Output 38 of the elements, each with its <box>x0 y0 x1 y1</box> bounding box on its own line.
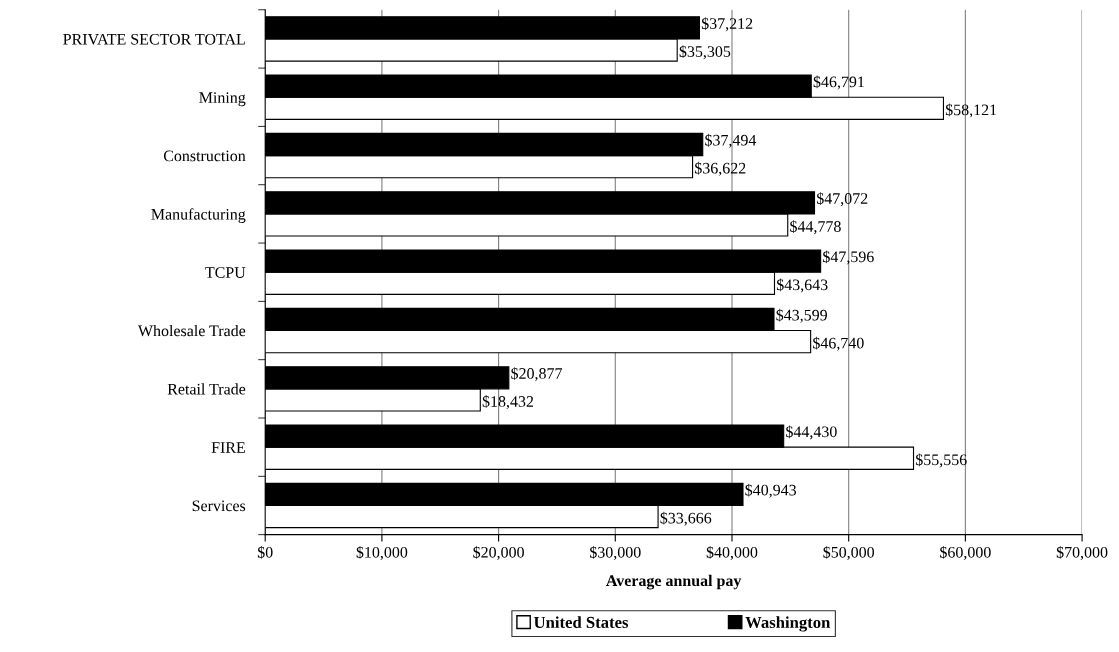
legend-label: Washington <box>745 616 831 632</box>
data-label: $35,305 <box>679 45 731 60</box>
y-tick-label: Services <box>192 500 246 512</box>
data-label: $58,121 <box>945 103 997 118</box>
data-label: $40,943 <box>745 483 797 498</box>
x-tick-label: $60,000 <box>940 545 991 560</box>
data-label: $44,778 <box>790 220 841 235</box>
y-tick-label: Wholesale Trade <box>137 324 246 337</box>
data-label: $18,432 <box>482 395 534 410</box>
data-label: $46,791 <box>813 75 864 90</box>
data-label: $37,212 <box>701 17 753 32</box>
data-label: $43,599 <box>776 308 827 323</box>
y-tick-label: Mining <box>199 92 246 107</box>
data-label: $44,430 <box>786 425 837 440</box>
data-label: $43,643 <box>776 278 828 293</box>
x-tick-label: $10,000 <box>356 545 408 560</box>
x-tick-label: $30,000 <box>590 545 641 560</box>
x-tick-label: $70,000 <box>1056 545 1108 560</box>
y-tick-label: Manufacturing <box>151 208 246 223</box>
data-label: $55,556 <box>915 453 967 468</box>
y-tick-label: FIRE <box>211 442 245 453</box>
data-label: $47,596 <box>823 250 874 265</box>
data-label: $47,072 <box>816 192 868 207</box>
x-tick-label: $40,000 <box>706 545 758 560</box>
legend-label: United States <box>533 616 629 629</box>
y-tick-label: Retail Trade <box>167 383 246 395</box>
y-tick-label: PRIVATE SECTOR TOTAL <box>63 33 245 45</box>
data-label: $37,494 <box>705 133 757 148</box>
data-label: $36,622 <box>695 161 746 176</box>
x-tick-label: $50,000 <box>823 545 875 560</box>
data-label: $20,877 <box>511 367 563 382</box>
y-tick-label: Construction <box>163 150 246 162</box>
x-tick-label: $0 <box>257 545 273 559</box>
x-axis-title: Average annual pay <box>606 574 742 590</box>
y-tick-label: TCPU <box>205 267 246 278</box>
x-tick-label: $20,000 <box>473 545 524 560</box>
data-label: $46,740 <box>813 336 864 351</box>
data-label: $33,666 <box>660 511 712 526</box>
